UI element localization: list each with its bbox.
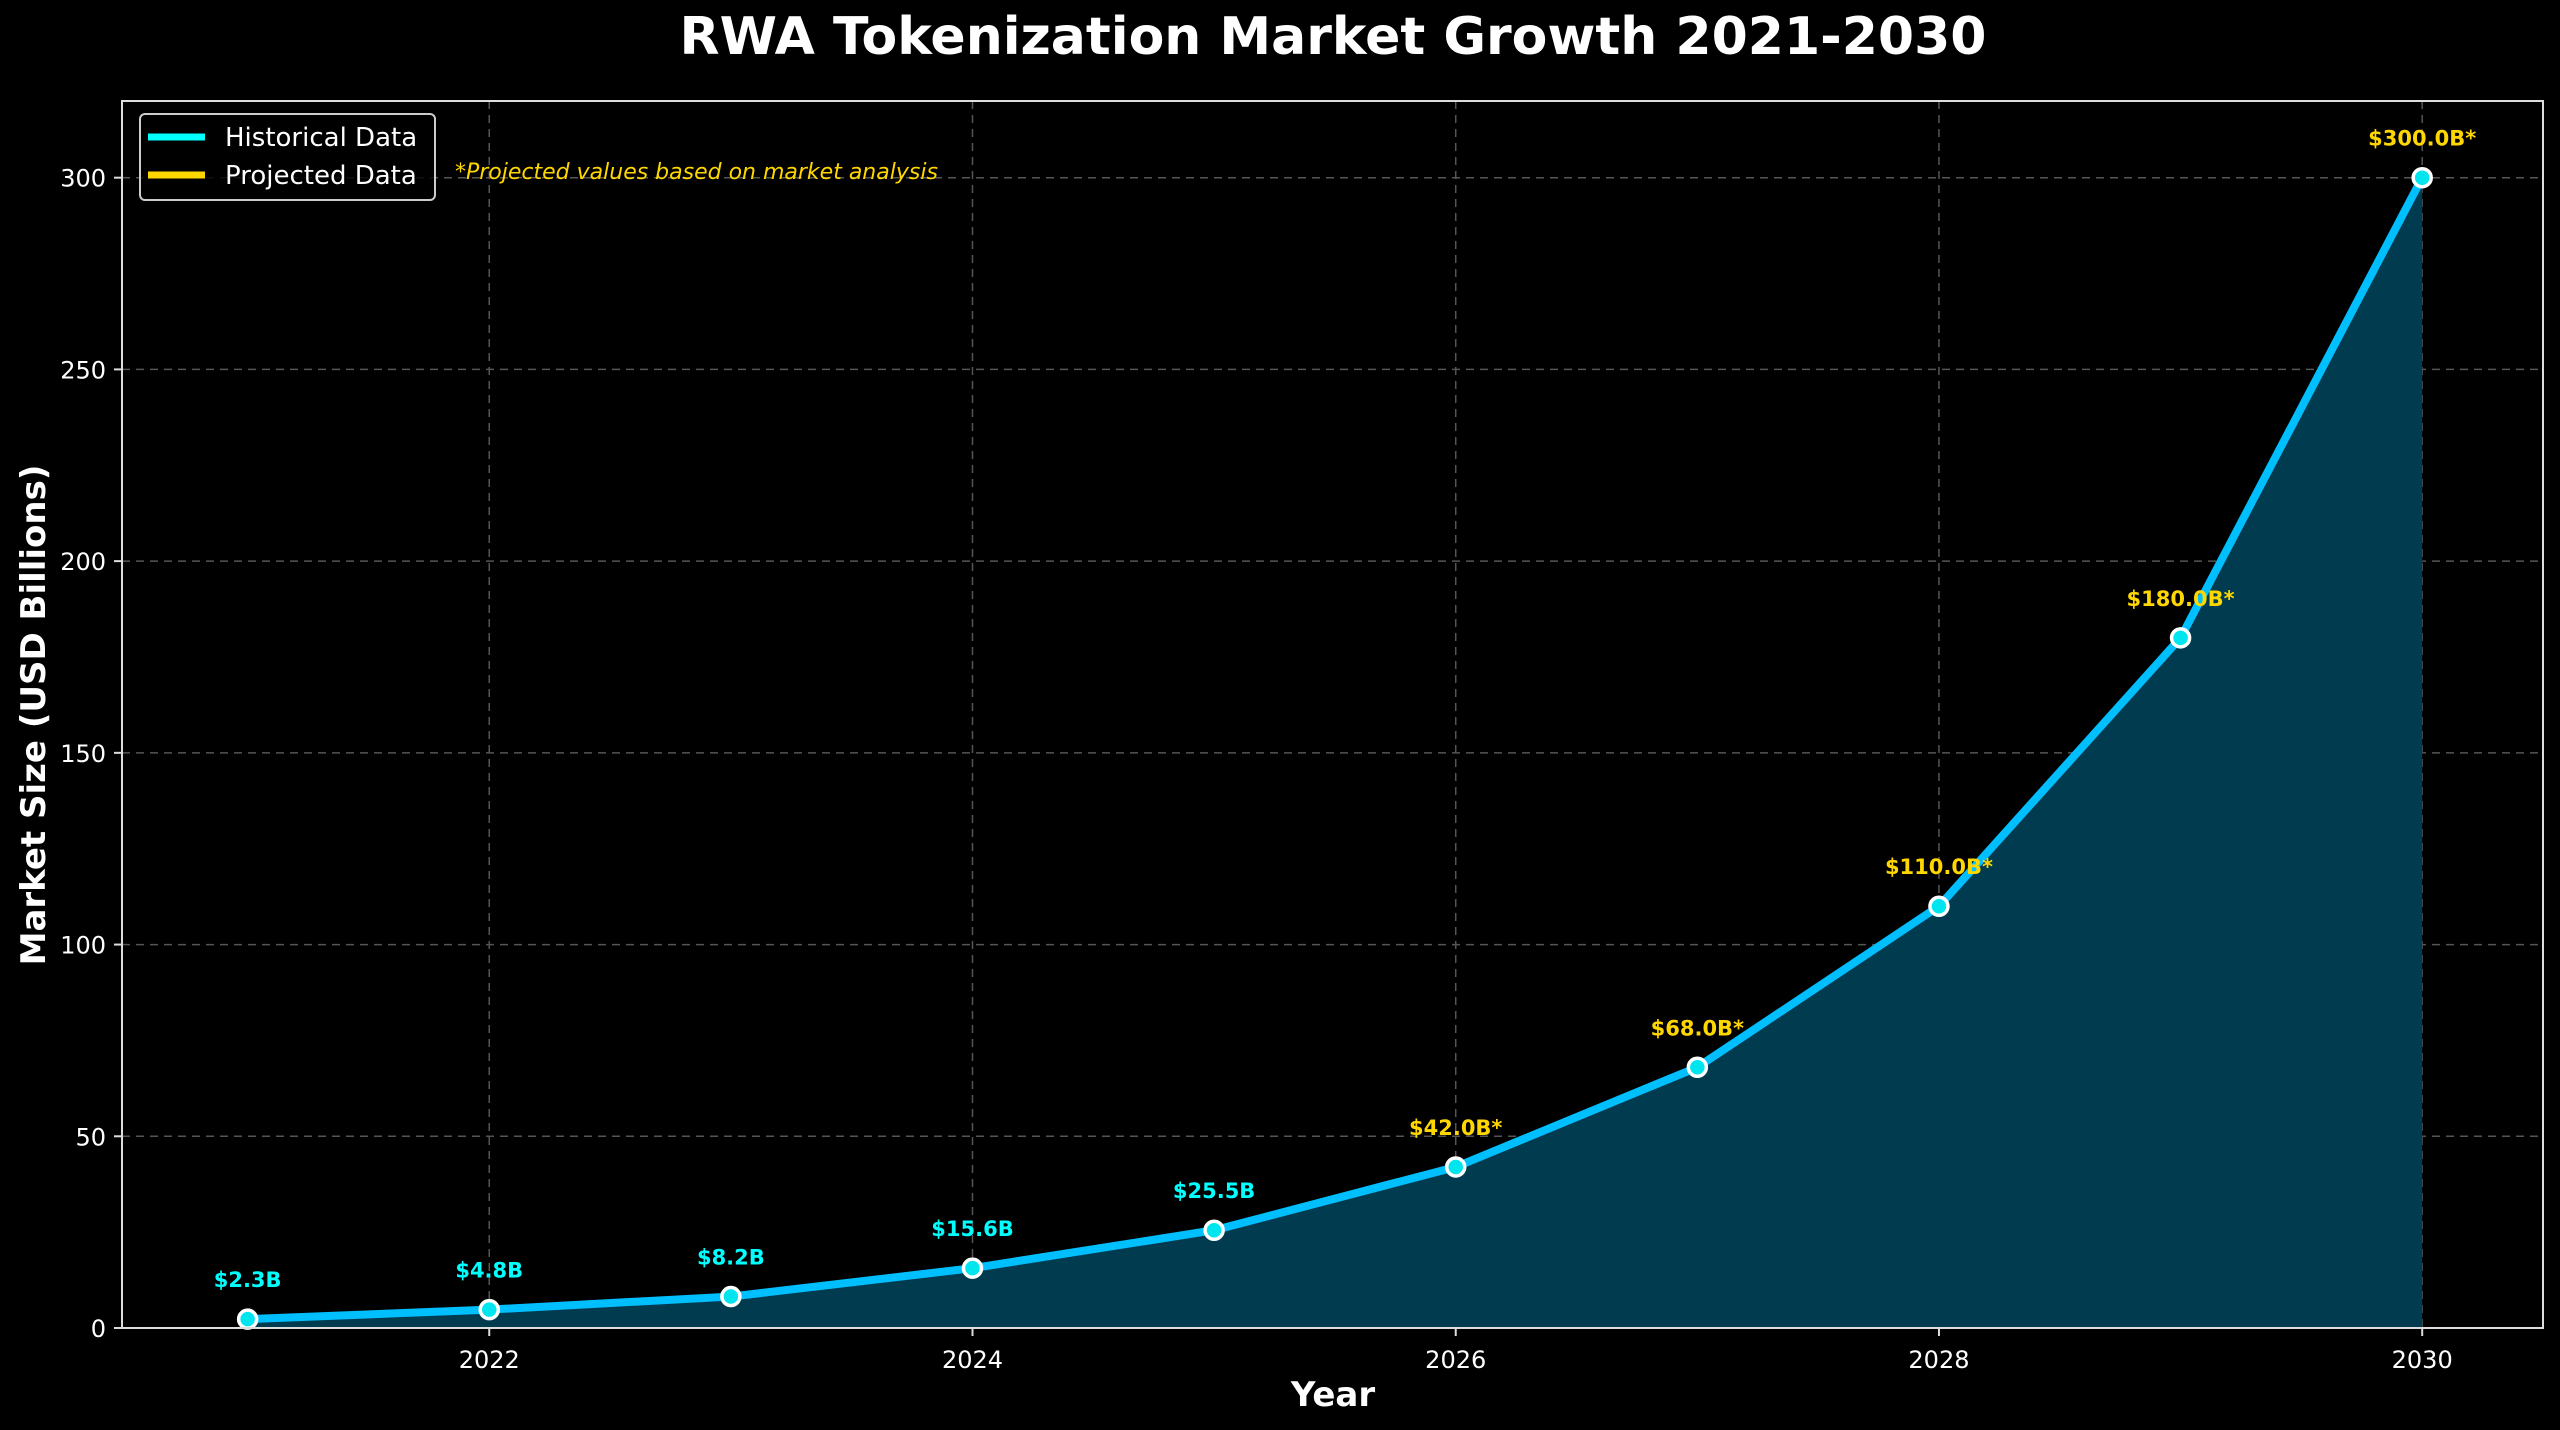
data-label: $8.2B [697, 1246, 765, 1270]
data-label: $300.0B* [2368, 127, 2476, 151]
y-tick-label: 100 [60, 932, 106, 960]
chart-title: RWA Tokenization Market Growth 2021-2030 [680, 7, 1987, 67]
data-point [236, 1308, 259, 1330]
data-point [2169, 627, 2192, 649]
x-tick-label: 2022 [459, 1346, 520, 1374]
series-line [247, 175, 2426, 1324]
data-point [1444, 1156, 1467, 1178]
y-tick-label: 200 [60, 548, 106, 576]
data-label: $110.0B* [1885, 855, 1993, 879]
ticks: 2022 2024 2026 2028 2030 0 50 100 150 200 250 300 [60, 165, 2453, 1374]
x-axis-label: Year [1290, 1375, 1376, 1415]
data-label: $2.3B [214, 1268, 282, 1292]
y-axis-label: Market Size (USD Billions) [14, 465, 54, 966]
data-point [1686, 1056, 1709, 1079]
data-points: $2.3B $4.8B $8.2B $15.6B $25.5B $42.0B* $68.0B… [214, 127, 2476, 1330]
data-label: $68.0B* [1651, 1016, 1744, 1040]
data-label: $42.0B* [1409, 1116, 1502, 1140]
x-tick-label: 2026 [1425, 1346, 1486, 1374]
data-point [1928, 895, 1950, 917]
y-tick-label: 300 [60, 165, 106, 193]
data-point [1203, 1219, 1225, 1241]
x-tick-label: 2028 [1908, 1346, 1969, 1374]
y-tick-label: 250 [60, 356, 106, 384]
annotation: *Projected values based on market analys… [455, 160, 938, 185]
legend-box [139, 113, 436, 201]
y-tick-label: 150 [60, 740, 106, 768]
data-label: $4.8B [455, 1259, 523, 1283]
data-point [478, 1298, 501, 1321]
y-tick-label: 0 [91, 1315, 106, 1343]
legend-label-historical: Historical Data [225, 123, 417, 153]
data-point [961, 1257, 984, 1279]
y-tick-label: 50 [75, 1123, 106, 1151]
legend-label-projected: Projected Data [225, 161, 417, 191]
plot-frame [121, 100, 2544, 1329]
data-label: $15.6B [931, 1217, 1013, 1241]
x-tick-label: 2024 [942, 1346, 1003, 1374]
data-label: $180.0B* [2127, 587, 2235, 611]
area-fill [247, 177, 2423, 1328]
data-point [2411, 166, 2433, 189]
data-point [720, 1285, 742, 1308]
legend: Historical Data Projected Data [139, 113, 436, 201]
x-tick-label: 2030 [2392, 1346, 2453, 1374]
data-label: $25.5B [1173, 1179, 1255, 1203]
